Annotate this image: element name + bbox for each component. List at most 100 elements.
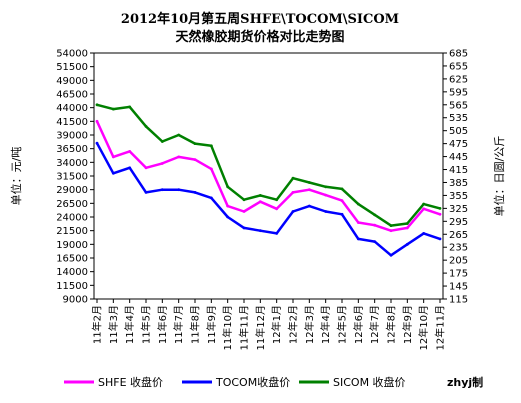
x-tick-label: 12年1月 [270,305,283,344]
x-tick-label: 12年11月 [434,305,447,350]
y-right-tick-label: 205 [449,256,468,267]
series-2-point [291,176,295,180]
x-tick-label: 12年6月 [352,305,365,344]
chart-subtitle: 天然橡胶期货价格对比走势图 [175,29,344,45]
y-left-tick-label: 16500 [56,254,88,265]
x-tick-label: 11年6月 [156,305,169,344]
series-1-point [95,141,99,145]
series-0-point [356,221,360,224]
series-1-point [193,191,197,194]
series-2-point [438,206,442,210]
series-2-point [242,198,246,202]
y-left-tick-label: 24000 [56,213,88,224]
series-2-point [340,187,344,191]
series-2-point [389,224,393,228]
x-tick-label: 12年9月 [401,305,414,344]
y-left-tick-label: 39000 [56,131,88,142]
x-tick-label: 11年10月 [221,305,234,350]
series-1-point [291,210,295,213]
y-left-tick-label: 54000 [56,49,88,60]
series-line-2 [96,103,441,227]
series-2-point [275,198,279,202]
chart-title: 2012年10月第五周SHFE\TOCOM\SICOM [121,11,399,27]
y-right-tick-label: 625 [449,74,468,85]
series-0-point [438,212,442,216]
series-1-point [422,232,426,235]
series-1-point [160,188,164,192]
y-left-tick-label: 9000 [63,295,88,306]
y-left-tick-label: 41500 [56,117,88,128]
series-0-point [422,207,426,211]
x-tick-label: 11年11月 [238,305,251,350]
series-0-point [144,166,148,170]
y-left-tick-label: 26500 [56,199,88,210]
y-right-tick-label: 535 [449,113,468,124]
legend-label: TOCOM收盘价 [215,375,290,389]
y-left-tick-label: 21500 [56,226,88,237]
y-left-tick-label: 46500 [56,90,88,101]
y-right-tick-label: 415 [449,165,468,176]
x-tick-label: 12年2月 [287,305,300,344]
series-2-point [95,103,99,107]
series-0-point [258,200,262,204]
series-1-point [405,242,409,246]
series-2-point [356,202,360,206]
x-tick-label: 11年4月 [123,305,136,344]
series-2-point [405,222,409,225]
x-tick-label: 11年5月 [140,305,153,344]
series-layer [95,103,442,257]
series-0-point [291,191,295,194]
y-right-tick-label: 295 [449,217,468,228]
series-1-point [389,253,393,257]
series-2-point [324,185,328,189]
y-axis-left: 9000 11500 14000 16500 19000 21500 24000 26500 2… [56,49,94,306]
x-tick-label: 11年2月 [91,305,104,344]
series-1-point [144,191,148,194]
y-left-tick-label: 19000 [56,240,88,251]
y-right-tick-label: 265 [449,230,468,241]
legend-label: SHFE 收盘价 [98,375,163,389]
y-right-tick-label: 145 [449,282,468,293]
series-line-1 [95,142,441,257]
series-2-point [258,194,262,197]
series-2-point [193,142,197,146]
y-right-tick-label: 595 [449,87,468,98]
y-right-tick-label: 115 [449,295,468,306]
x-tick-label: 12年4月 [319,305,332,344]
series-1-point [307,204,311,208]
legend-label: SICOM 收盘价 [333,375,406,389]
series-1-point [356,237,360,241]
series-2-point [422,202,426,206]
series-0-point [373,223,377,227]
series-0-point [307,188,311,192]
x-tick-label: 11年7月 [172,305,185,344]
series-2-point [226,185,230,189]
series-0-point [193,158,197,162]
series-0-point [160,162,164,165]
y-left-tick-label: 49000 [56,76,88,87]
plot-area [93,52,444,300]
x-tick-label: 12年8月 [385,305,398,344]
series-1-point [209,196,213,200]
x-axis: 11年2月 11年3月 11年4月 11年5月 11年6月 11年7月 11年8月 11年9月… [91,299,447,350]
y-right-tick-label: 325 [449,204,468,215]
y-right-tick-label: 445 [449,152,468,163]
series-0-point [405,226,409,230]
y-left-tick-label: 36500 [56,144,88,155]
series-0-point [177,155,181,159]
series-0-point [95,119,99,123]
series-1-point [275,232,279,235]
series-2-point [144,124,148,128]
series-0-point [275,207,279,211]
series-0-point [209,167,213,171]
y-right-tick-label: 355 [449,191,468,202]
series-2-point [209,144,213,148]
source-label: zhyj制 [447,375,483,389]
series-0-point [324,193,328,197]
series-1-point [177,188,181,192]
y-left-tick-label: 14000 [56,267,88,278]
series-line-0 [95,120,441,232]
series-2-point [111,107,115,111]
y-right-tick-label: 475 [449,139,468,150]
y-right-tick-label: 505 [449,126,468,137]
